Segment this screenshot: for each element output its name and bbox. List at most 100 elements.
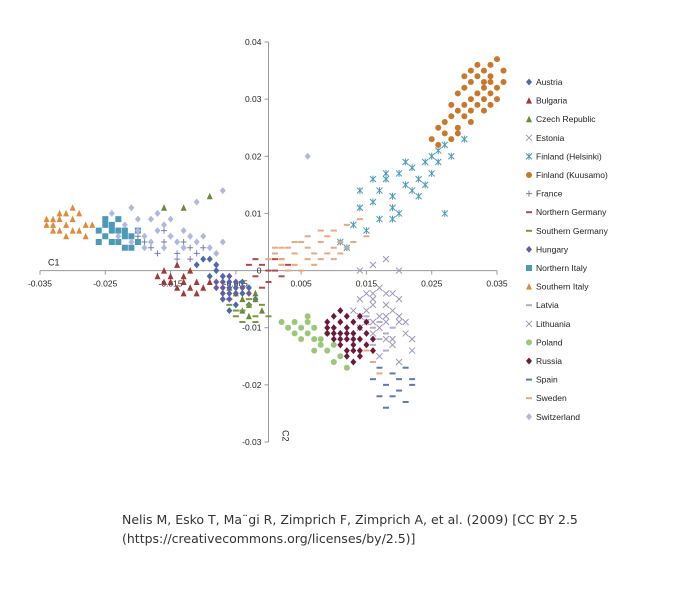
data-point-austria [200, 255, 207, 263]
data-point-estonia [369, 301, 377, 309]
data-point-finland-kuusamo [474, 73, 481, 80]
legend-item-bulgaria: Bulgaria [526, 96, 567, 106]
legend-label-southern-italy: Southern Italy [536, 282, 589, 292]
data-point-bulgaria [180, 278, 187, 285]
data-point-finland-helsinki [369, 175, 377, 183]
data-point-finland-kuusamo [467, 79, 474, 85]
data-point-finland-kuusamo [494, 56, 500, 63]
legend-item-austria: Austria [526, 77, 563, 87]
data-point-austria [232, 301, 239, 309]
data-point-austria [239, 278, 246, 286]
data-point-france [154, 250, 161, 257]
data-point-hungary [219, 284, 226, 292]
data-point-finland-kuusamo [494, 84, 500, 91]
legend-marker-estonia [525, 134, 533, 142]
data-point-hungary [245, 289, 252, 297]
data-point-bulgaria [193, 289, 200, 297]
data-point-lithuania [369, 318, 377, 326]
data-point-russia [363, 329, 370, 337]
data-point-southern-italy [69, 227, 76, 234]
data-point-bulgaria [174, 261, 181, 268]
legend-item-poland: Poland [526, 337, 563, 347]
data-point-bulgaria [161, 278, 168, 285]
data-point-russia [330, 329, 337, 337]
legend-item-estonia: Estonia [525, 133, 565, 143]
data-point-finland-helsinki [415, 192, 423, 200]
data-point-poland [311, 336, 318, 343]
data-point-poland [324, 347, 331, 354]
data-point-northern-italy [115, 239, 122, 245]
x-tick-label: 0.015 [356, 279, 378, 289]
data-point-czech-republic [245, 312, 252, 320]
legend-marker-austria [526, 78, 532, 86]
data-point-southern-italy [56, 215, 63, 223]
series-poland [278, 313, 350, 371]
data-point-russia [324, 324, 331, 332]
data-point-russia [343, 352, 350, 360]
data-point-finland-kuusamo [435, 141, 442, 148]
data-point-poland [291, 330, 298, 337]
data-point-hungary [219, 289, 226, 297]
data-point-switzerland [128, 238, 135, 246]
data-point-southern-italy [63, 221, 70, 228]
data-point-finland-kuusamo [454, 130, 461, 137]
series-sweden [265, 218, 383, 375]
data-point-russia [343, 324, 350, 332]
data-point-hungary [232, 278, 239, 286]
data-point-finland-helsinki [434, 158, 442, 166]
data-point-switzerland [213, 249, 220, 257]
series-switzerland [108, 152, 311, 257]
legend-marker-lithuania [525, 320, 533, 328]
data-point-northern-italy [121, 227, 128, 234]
data-point-switzerland [108, 209, 115, 217]
legend-label-lithuania: Lithuania [536, 319, 571, 329]
data-point-czech-republic [258, 307, 265, 314]
legend-marker-russia [526, 357, 532, 365]
data-point-finland-kuusamo [500, 67, 507, 74]
data-point-poland [317, 336, 324, 343]
data-point-russia [363, 341, 370, 349]
data-point-switzerland [115, 232, 122, 240]
data-point-lithuania [356, 267, 364, 274]
data-point-finland-kuusamo [480, 84, 487, 91]
series-latvia [363, 315, 396, 352]
data-point-estonia [369, 330, 377, 337]
legend-label-switzerland: Switzerland [536, 412, 580, 422]
data-point-poland [298, 336, 305, 343]
data-point-finland-kuusamo [474, 90, 481, 97]
legend-label-estonia: Estonia [536, 133, 565, 143]
data-point-russia [363, 318, 370, 326]
data-point-russia [350, 335, 357, 343]
data-point-finland-kuusamo [480, 67, 487, 74]
data-point-poland [330, 359, 337, 365]
legend-item-hungary: Hungary [526, 244, 569, 254]
data-point-hungary [219, 278, 226, 286]
data-point-estonia [408, 347, 416, 354]
data-point-finland-kuusamo [448, 136, 455, 143]
data-point-russia [350, 347, 357, 355]
data-point-estonia [376, 312, 383, 320]
data-point-finland-helsinki [356, 187, 364, 195]
data-point-russia [356, 324, 363, 332]
series-estonia [356, 290, 416, 366]
legend-marker-bulgaria [526, 97, 532, 104]
data-point-finland-kuusamo [441, 119, 448, 125]
data-point-estonia [402, 330, 409, 337]
data-point-poland [304, 313, 311, 320]
data-point-hungary [226, 272, 233, 280]
legend: Austria Bulgaria Czech Republic Estonia Finl… [525, 77, 609, 422]
data-point-russia [356, 312, 363, 320]
data-point-southern-italy [43, 221, 50, 228]
data-point-austria [245, 284, 252, 292]
data-point-southern-italy [89, 221, 96, 228]
data-point-finland-kuusamo [480, 107, 487, 114]
data-point-southern-italy [69, 204, 76, 211]
data-point-czech-republic [239, 295, 246, 303]
data-point-switzerland [134, 227, 141, 235]
data-point-russia [324, 329, 331, 337]
y-tick-label: 0.01 [245, 208, 262, 218]
data-point-lithuania [382, 301, 390, 309]
data-point-northern-italy [128, 233, 135, 240]
data-point-russia [356, 347, 363, 355]
x-tick-label: -0.035 [28, 279, 52, 289]
